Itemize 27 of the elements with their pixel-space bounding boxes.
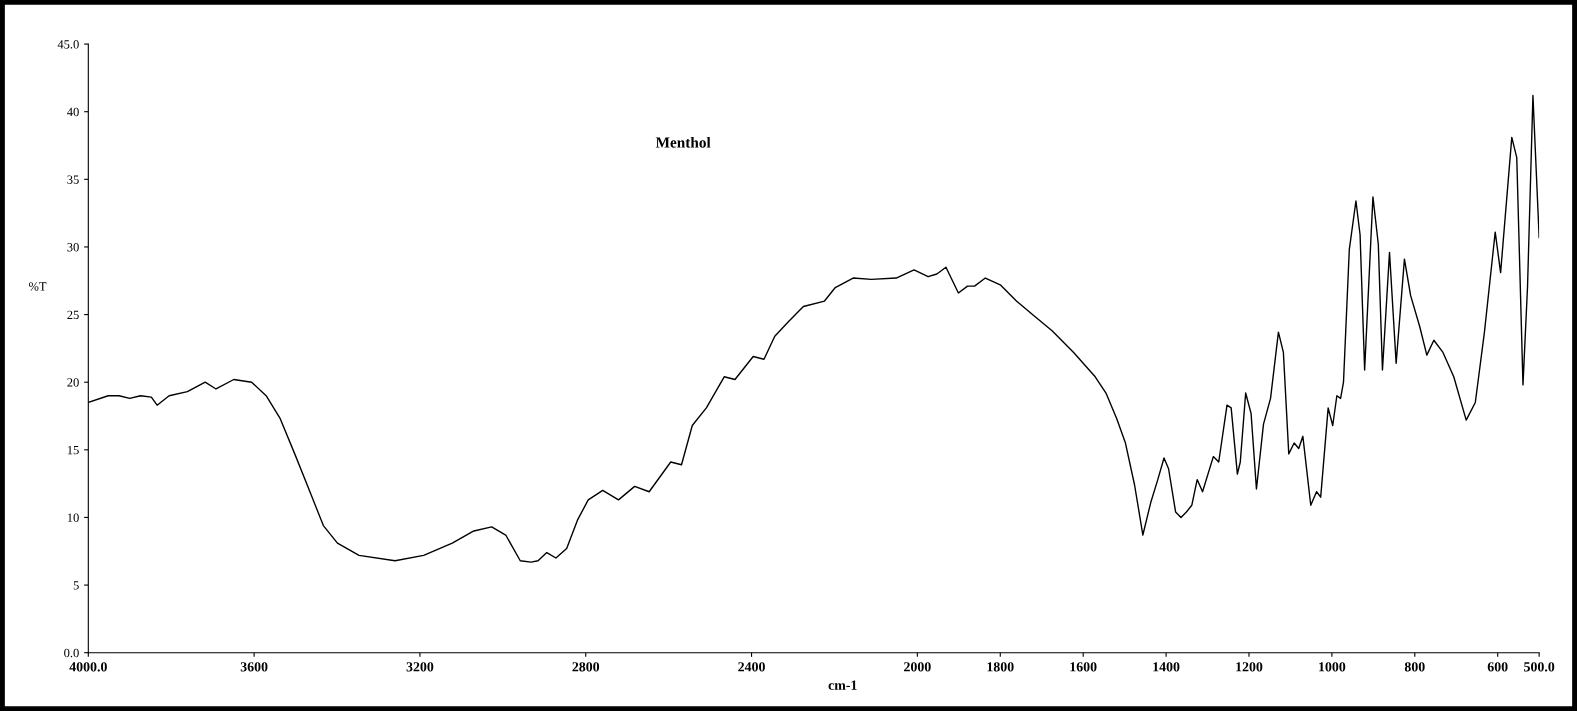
y-tick-label: 0.0 — [64, 648, 79, 658]
x-tick-label: 600 — [1487, 662, 1508, 672]
y-tick-label: 40 — [67, 107, 79, 117]
y-tick-label: 5 — [73, 581, 79, 590]
x-tick-label: 1200 — [1236, 662, 1263, 672]
text: Menthol — [655, 136, 711, 148]
y-tick-label: 20 — [67, 378, 79, 387]
y-tick-label: 15 — [67, 445, 79, 455]
x-tick-label: 2400 — [738, 662, 765, 672]
x-tick-label: 3600 — [240, 662, 268, 672]
x-tick-label: 500.0 — [1524, 662, 1555, 672]
x-tick-label: 4000.0 — [69, 662, 107, 672]
x-axis-title: cm-1 — [828, 680, 857, 690]
x-tick-label: 1800 — [987, 662, 1014, 672]
y-tick-label: 35 — [67, 175, 79, 184]
x-tick-label: 1400 — [1153, 662, 1180, 672]
x-tick-label: 1000 — [1319, 662, 1346, 672]
y-tick-label: 30 — [67, 242, 79, 252]
x-tick-label: 1600 — [1070, 662, 1097, 672]
x-tick-label: 800 — [1404, 662, 1425, 672]
y-axis-title: %T — [28, 282, 47, 291]
x-tick-label: 3200 — [406, 662, 434, 672]
x-tick-label: 2800 — [572, 662, 600, 672]
x-tick-label: 2000 — [904, 662, 931, 672]
y-tick-label: 25 — [67, 310, 79, 320]
y-tick-label: 10 — [67, 513, 79, 522]
y-tick-label: 45.0 — [57, 40, 79, 49]
